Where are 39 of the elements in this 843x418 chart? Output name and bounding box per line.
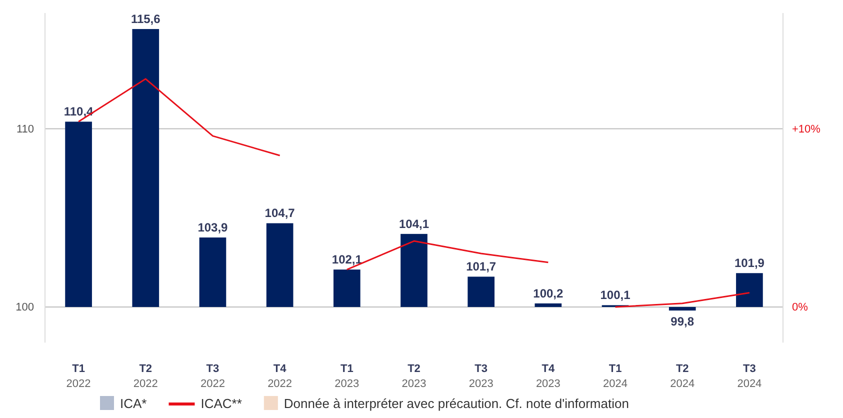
y2-tick-label: +10%: [792, 123, 821, 136]
x-tick-label: T1 2023: [334, 363, 360, 390]
data-label: 103,9: [198, 220, 228, 234]
data-label: 99,8: [670, 314, 694, 329]
data-label: 115,6: [130, 12, 161, 26]
data-label: 100,2: [533, 286, 564, 300]
x-tick-label: T2 2022: [133, 363, 158, 390]
y-tick-label: 110: [16, 123, 34, 136]
data-label: 100,1: [600, 288, 631, 302]
data-label: 101,9: [734, 256, 765, 270]
bar: [468, 276, 495, 307]
x-tick-label: T1 2022: [66, 363, 91, 390]
x-tick-label: T2 2023: [402, 363, 426, 390]
legend-label: ICA*: [120, 396, 147, 411]
bar: [65, 122, 92, 307]
x-tick-label: T3 2024: [737, 363, 762, 390]
bar: [736, 273, 763, 307]
data-label: 102,1: [332, 252, 362, 267]
bar: [400, 234, 428, 307]
bar: [333, 270, 360, 307]
bar: [266, 223, 294, 307]
x-tick-label: T3 2022: [200, 363, 225, 390]
legend-label: ICAC**: [200, 396, 242, 411]
data-label: 101,7: [466, 260, 496, 274]
data-label: 104,7: [264, 206, 296, 220]
text: Donnée à interpréter avec précaution. Cf. note d'information: [284, 396, 629, 411]
data-label: 104,1: [398, 216, 430, 231]
y2-tick-label: 0%: [792, 301, 808, 314]
x-tick-label: T1 2024: [603, 363, 628, 390]
data-label: 110,4: [64, 104, 94, 119]
bar: [132, 29, 160, 307]
x-tick-label: T4 2023: [536, 363, 560, 390]
x-tick-label: T4 2022: [268, 363, 292, 390]
bar: [199, 237, 226, 307]
y-tick-label: 100: [16, 301, 34, 314]
x-tick-label: T3 2023: [468, 363, 494, 390]
bar: [668, 306, 696, 311]
bar: [534, 303, 562, 307]
x-tick-label: T2 2024: [670, 363, 695, 390]
